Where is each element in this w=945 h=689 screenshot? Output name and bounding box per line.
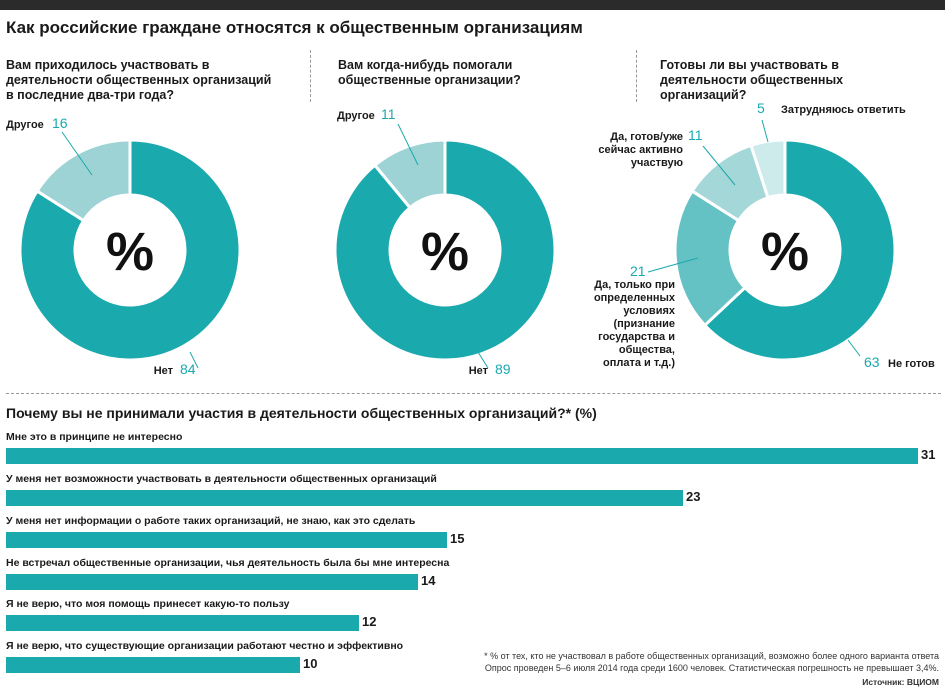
- slice-value: 11: [688, 127, 703, 143]
- bar: [6, 574, 418, 590]
- slice-label: Да, только при определенных условиях (призн…: [594, 279, 676, 369]
- slice-label: Нет: [469, 365, 489, 377]
- leader-line: [847, 339, 861, 357]
- donut-slice: [35, 138, 132, 223]
- bar-value: 12: [362, 614, 377, 629]
- bar: [6, 448, 918, 464]
- source-label: Источник:: [862, 677, 905, 687]
- percent-symbol: %: [106, 222, 154, 282]
- leader-line: [397, 123, 419, 166]
- donut-slice: [372, 138, 447, 210]
- question-1: Вам приходилось участвовать в деятельнос…: [6, 58, 272, 102]
- slice-value: 21: [630, 263, 646, 279]
- bar-label: Не встречал общественные организации, чь…: [6, 557, 450, 569]
- slice-label: Нет: [154, 365, 174, 377]
- leader-line: [477, 351, 489, 369]
- page-title: Как российские граждане относятся к обще…: [6, 18, 583, 37]
- bar-value: 14: [421, 573, 436, 588]
- slice-value: 63: [864, 354, 880, 370]
- slice-label: Затрудняюсь ответить: [781, 104, 906, 116]
- bar-row: Мне это в принципе не интересно 31: [6, 431, 941, 469]
- bar-label: У меня нет возможности участвовать в дея…: [6, 473, 437, 485]
- leader-line: [61, 131, 93, 176]
- bar: [6, 657, 300, 673]
- slice-value: 84: [180, 361, 196, 377]
- slice-label: Другое: [6, 119, 44, 131]
- bar-chart-title: Почему вы не принимали участия в деятель…: [6, 405, 597, 421]
- donut-slice: [673, 188, 748, 328]
- slice-label: Другое: [337, 110, 375, 122]
- bar-label: Я не верю, что существующие организации …: [6, 640, 404, 652]
- slice-value: 5: [757, 100, 765, 116]
- source-name: ВЦИОМ: [906, 677, 939, 687]
- bar-label: У меня нет информации о работе таких орг…: [6, 515, 416, 527]
- bar: [6, 490, 683, 506]
- divider: [6, 393, 941, 394]
- survey-note: Опрос проведен 5–6 июля 2014 года среди …: [484, 663, 939, 673]
- bar-label: Мне это в принципе не интересно: [6, 431, 183, 443]
- bar-row: Я не верю, что моя помощь принесет какую…: [6, 598, 941, 636]
- footnote: * % от тех, кто не участвовал в работе о…: [484, 651, 939, 661]
- percent-symbol: %: [761, 222, 809, 282]
- divider: [636, 50, 637, 102]
- leader-line: [647, 257, 699, 273]
- bar-row: У меня нет информации о работе таких орг…: [6, 515, 941, 553]
- slice-value: 16: [52, 115, 68, 131]
- bar-row: Я не верю, что существующие организации …: [6, 640, 941, 678]
- leader-line: [702, 145, 736, 186]
- percent-symbol: %: [421, 222, 469, 282]
- slice-label: Да, готов/уже сейчас активно участвую: [598, 131, 683, 169]
- bar-value: 10: [303, 656, 318, 671]
- question-2: Вам когда-нибудь помогали общественные о…: [338, 58, 521, 87]
- bar: [6, 532, 447, 548]
- leader-line: [761, 119, 769, 143]
- top-rule: [0, 0, 945, 10]
- leader-line: [189, 351, 199, 369]
- slice-label: Не готов: [888, 358, 935, 370]
- source-line: Источник: ВЦИОМ: [862, 677, 939, 687]
- donut-charts: % 84 Нет 16 Другое% 89 Нет 11 Другое% 63 Не готов 2…: [6, 100, 935, 377]
- divider: [310, 50, 311, 102]
- question-3: Готовы ли вы участвовать в деятельности …: [660, 58, 844, 102]
- bar-label: Я не верю, что моя помощь принесет какую…: [6, 598, 290, 610]
- slice-value: 89: [495, 361, 511, 377]
- bar-value: 31: [921, 447, 936, 462]
- slice-value: 11: [381, 106, 396, 122]
- donut-slice: [749, 138, 787, 200]
- bar-value: 15: [450, 531, 465, 546]
- bar-value: 23: [686, 489, 701, 504]
- donut-slice: [333, 138, 557, 362]
- bar: [6, 615, 359, 631]
- donut-slice: [18, 138, 242, 362]
- bar-row: Не встречал общественные организации, чь…: [6, 557, 941, 595]
- donut-slice: [702, 138, 897, 362]
- bar-row: У меня нет возможности участвовать в дея…: [6, 473, 941, 511]
